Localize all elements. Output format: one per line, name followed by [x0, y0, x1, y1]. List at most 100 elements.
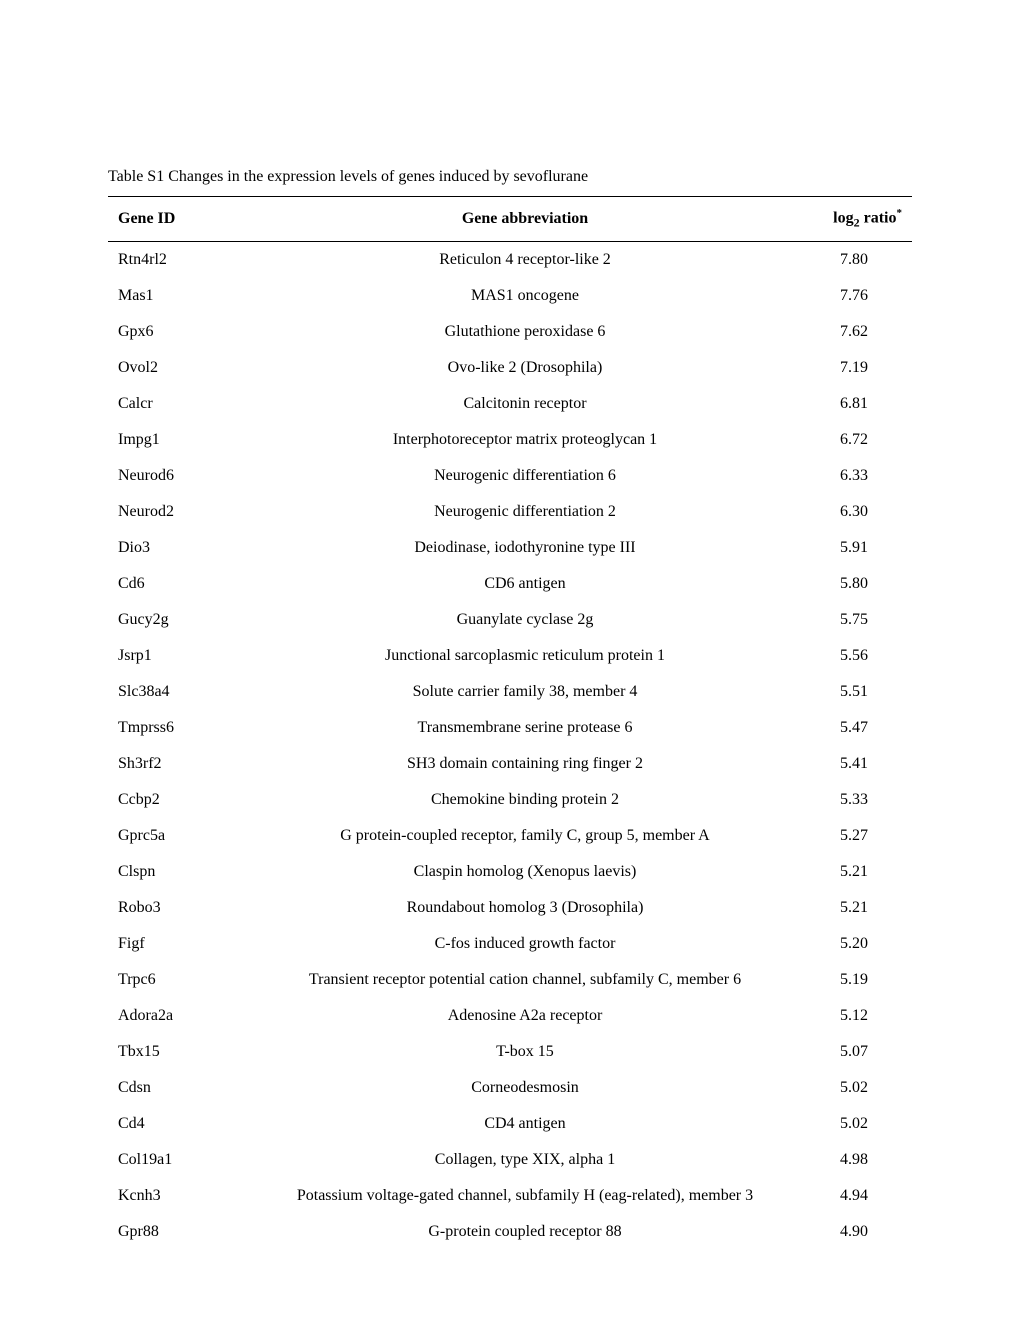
- cell-abbreviation: G protein-coupled receptor, family C, gr…: [248, 818, 802, 854]
- col-header-ratio: log2 ratio*: [802, 197, 912, 242]
- cell-ratio: 5.12: [802, 998, 912, 1034]
- cell-ratio: 5.91: [802, 530, 912, 566]
- cell-ratio: 6.81: [802, 386, 912, 422]
- table-row: Gpx6Glutathione peroxidase 67.62: [108, 314, 912, 350]
- cell-ratio: 4.98: [802, 1142, 912, 1178]
- cell-ratio: 5.80: [802, 566, 912, 602]
- table-row: Neurod2Neurogenic differentiation 26.30: [108, 494, 912, 530]
- table-row: Tmprss6Transmembrane serine protease 65.…: [108, 710, 912, 746]
- table-row: Cd6CD6 antigen5.80: [108, 566, 912, 602]
- cell-abbreviation: Transient receptor potential cation chan…: [248, 962, 802, 998]
- cell-abbreviation: Junctional sarcoplasmic reticulum protei…: [248, 638, 802, 674]
- cell-abbreviation: Solute carrier family 38, member 4: [248, 674, 802, 710]
- cell-abbreviation: G-protein coupled receptor 88: [248, 1214, 802, 1250]
- table-row: Dio3Deiodinase, iodothyronine type III5.…: [108, 530, 912, 566]
- cell-gene-id: Tbx15: [108, 1034, 248, 1070]
- col-header-gene-id: Gene ID: [108, 197, 248, 242]
- cell-ratio: 5.19: [802, 962, 912, 998]
- cell-gene-id: Gucy2g: [108, 602, 248, 638]
- cell-gene-id: Gpx6: [108, 314, 248, 350]
- table-row: Cd4CD4 antigen5.02: [108, 1106, 912, 1142]
- cell-abbreviation: CD6 antigen: [248, 566, 802, 602]
- cell-gene-id: Trpc6: [108, 962, 248, 998]
- cell-ratio: 5.02: [802, 1106, 912, 1142]
- table-row: Kcnh3Potassium voltage-gated channel, su…: [108, 1178, 912, 1214]
- cell-abbreviation: Neurogenic differentiation 6: [248, 458, 802, 494]
- cell-ratio: 6.30: [802, 494, 912, 530]
- cell-gene-id: Robo3: [108, 890, 248, 926]
- table-row: Gucy2gGuanylate cyclase 2g5.75: [108, 602, 912, 638]
- cell-abbreviation: Reticulon 4 receptor-like 2: [248, 241, 802, 278]
- cell-ratio: 5.20: [802, 926, 912, 962]
- cell-abbreviation: Ovo-like 2 (Drosophila): [248, 350, 802, 386]
- cell-abbreviation: T-box 15: [248, 1034, 802, 1070]
- table-header-row: Gene ID Gene abbreviation log2 ratio*: [108, 197, 912, 242]
- cell-ratio: 5.21: [802, 854, 912, 890]
- table-row: Gprc5aG protein-coupled receptor, family…: [108, 818, 912, 854]
- cell-gene-id: Rtn4rl2: [108, 241, 248, 278]
- cell-gene-id: Dio3: [108, 530, 248, 566]
- cell-ratio: 5.27: [802, 818, 912, 854]
- gene-expression-table: Gene ID Gene abbreviation log2 ratio* Rt…: [108, 196, 912, 1250]
- cell-abbreviation: MAS1 oncogene: [248, 278, 802, 314]
- cell-abbreviation: Adenosine A2a receptor: [248, 998, 802, 1034]
- table-row: Trpc6Transient receptor potential cation…: [108, 962, 912, 998]
- cell-ratio: 7.80: [802, 241, 912, 278]
- cell-abbreviation: Calcitonin receptor: [248, 386, 802, 422]
- cell-gene-id: Impg1: [108, 422, 248, 458]
- cell-gene-id: Neurod6: [108, 458, 248, 494]
- ratio-superscript: *: [897, 207, 903, 219]
- cell-ratio: 5.51: [802, 674, 912, 710]
- cell-abbreviation: Neurogenic differentiation 2: [248, 494, 802, 530]
- cell-gene-id: Adora2a: [108, 998, 248, 1034]
- cell-abbreviation: C-fos induced growth factor: [248, 926, 802, 962]
- cell-abbreviation: Deiodinase, iodothyronine type III: [248, 530, 802, 566]
- col-header-abbreviation: Gene abbreviation: [248, 197, 802, 242]
- table-row: Sh3rf2SH3 domain containing ring finger …: [108, 746, 912, 782]
- cell-gene-id: Jsrp1: [108, 638, 248, 674]
- cell-gene-id: Cdsn: [108, 1070, 248, 1106]
- cell-gene-id: Ovol2: [108, 350, 248, 386]
- cell-gene-id: Clspn: [108, 854, 248, 890]
- cell-gene-id: Kcnh3: [108, 1178, 248, 1214]
- cell-ratio: 7.76: [802, 278, 912, 314]
- cell-abbreviation: CD4 antigen: [248, 1106, 802, 1142]
- table-row: Tbx15T-box 155.07: [108, 1034, 912, 1070]
- cell-abbreviation: Collagen, type XIX, alpha 1: [248, 1142, 802, 1178]
- cell-abbreviation: Glutathione peroxidase 6: [248, 314, 802, 350]
- cell-gene-id: Tmprss6: [108, 710, 248, 746]
- cell-ratio: 5.75: [802, 602, 912, 638]
- cell-gene-id: Neurod2: [108, 494, 248, 530]
- cell-abbreviation: Interphotoreceptor matrix proteoglycan 1: [248, 422, 802, 458]
- table-caption: Table S1 Changes in the expression level…: [108, 168, 912, 186]
- ratio-prefix: log: [833, 209, 853, 226]
- table-row: Robo3Roundabout homolog 3 (Drosophila)5.…: [108, 890, 912, 926]
- cell-gene-id: Figf: [108, 926, 248, 962]
- cell-gene-id: Gpr88: [108, 1214, 248, 1250]
- table-row: Adora2aAdenosine A2a receptor5.12: [108, 998, 912, 1034]
- table-row: Slc38a4Solute carrier family 38, member …: [108, 674, 912, 710]
- cell-abbreviation: Potassium voltage-gated channel, subfami…: [248, 1178, 802, 1214]
- table-row: Col19a1Collagen, type XIX, alpha 14.98: [108, 1142, 912, 1178]
- cell-ratio: 6.33: [802, 458, 912, 494]
- cell-ratio: 7.62: [802, 314, 912, 350]
- table-body: Rtn4rl2Reticulon 4 receptor-like 27.80 Ma…: [108, 241, 912, 1250]
- table-row: Ovol2Ovo-like 2 (Drosophila)7.19: [108, 350, 912, 386]
- cell-ratio: 6.72: [802, 422, 912, 458]
- table-row: FigfC-fos induced growth factor5.20: [108, 926, 912, 962]
- table-row: CdsnCorneodesmosin5.02: [108, 1070, 912, 1106]
- cell-gene-id: Cd4: [108, 1106, 248, 1142]
- cell-ratio: 5.56: [802, 638, 912, 674]
- cell-gene-id: Slc38a4: [108, 674, 248, 710]
- table-row: Impg1Interphotoreceptor matrix proteogly…: [108, 422, 912, 458]
- cell-gene-id: Sh3rf2: [108, 746, 248, 782]
- cell-abbreviation: Guanylate cyclase 2g: [248, 602, 802, 638]
- cell-gene-id: Mas1: [108, 278, 248, 314]
- table-row: ClspnClaspin homolog (Xenopus laevis)5.2…: [108, 854, 912, 890]
- cell-gene-id: Gprc5a: [108, 818, 248, 854]
- cell-ratio: 5.41: [802, 746, 912, 782]
- cell-gene-id: Col19a1: [108, 1142, 248, 1178]
- cell-ratio: 7.19: [802, 350, 912, 386]
- table-row: Ccbp2Chemokine binding protein 25.33: [108, 782, 912, 818]
- cell-abbreviation: Claspin homolog (Xenopus laevis): [248, 854, 802, 890]
